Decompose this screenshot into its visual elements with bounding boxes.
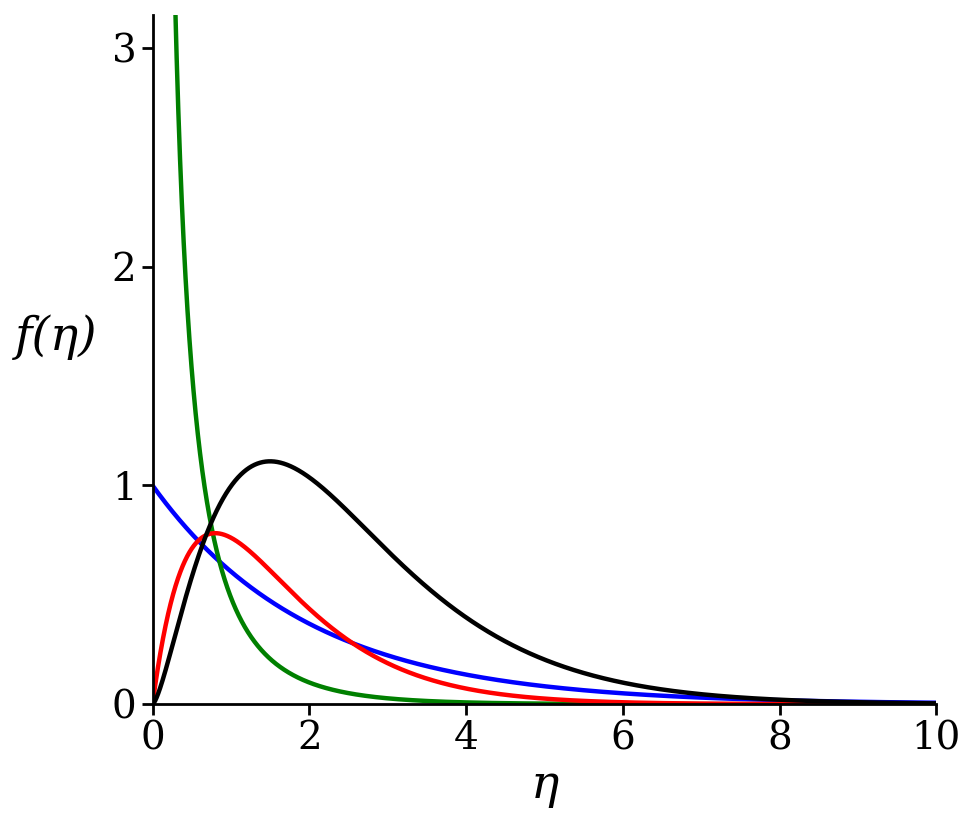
- Y-axis label: f(η): f(η): [15, 314, 98, 360]
- X-axis label: η: η: [530, 763, 558, 808]
